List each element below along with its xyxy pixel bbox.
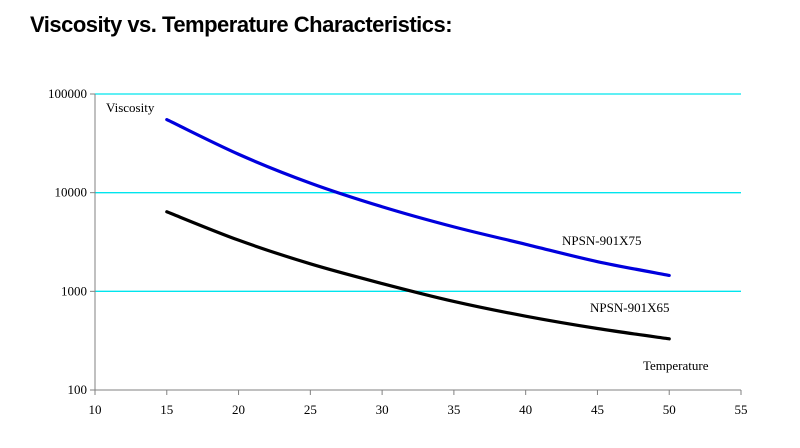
axes [94,94,741,391]
grid-lines [95,93,741,292]
y-tick-label-10000: 10000 [55,185,88,200]
y-ticks: 100 1000 10000 100000 [48,86,95,397]
series-line-npsn-901x65 [165,210,671,341]
series-label-npsn-901x65: NPSN-901X65 [590,300,669,315]
x-tick-label-40: 40 [519,402,532,417]
x-tick-label-25: 25 [304,402,317,417]
page-title: Viscosity vs. Temperature Characteristic… [30,12,453,37]
y-tick-label-1000: 1000 [61,283,87,298]
series-label-npsn-901x75: NPSN-901X75 [562,233,641,248]
series-lines [165,118,671,341]
x-tick-label-20: 20 [232,402,245,417]
x-tick-label-30: 30 [376,402,389,417]
x-tick-label-45: 45 [591,402,604,417]
y-axis-label: Viscosity [106,100,155,115]
x-tick-label-55: 55 [735,402,748,417]
y-tick-label-100: 100 [68,382,88,397]
x-ticks: 10 15 20 25 30 35 40 45 50 55 [89,390,748,417]
x-tick-label-35: 35 [447,402,460,417]
x-tick-label-10: 10 [89,402,102,417]
series-line-npsn-901x75 [165,118,671,278]
x-tick-label-15: 15 [160,402,173,417]
y-tick-label-100000: 100000 [48,86,87,101]
x-tick-label-50: 50 [663,402,676,417]
x-axis-label: Temperature [643,358,709,373]
